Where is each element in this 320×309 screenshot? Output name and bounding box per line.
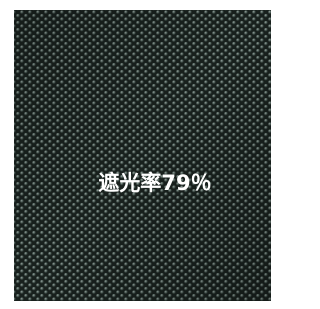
fabric-shading [14,10,271,301]
caption: 遮光率79％ [98,171,211,195]
photo: 遮光率79％ [0,0,284,309]
